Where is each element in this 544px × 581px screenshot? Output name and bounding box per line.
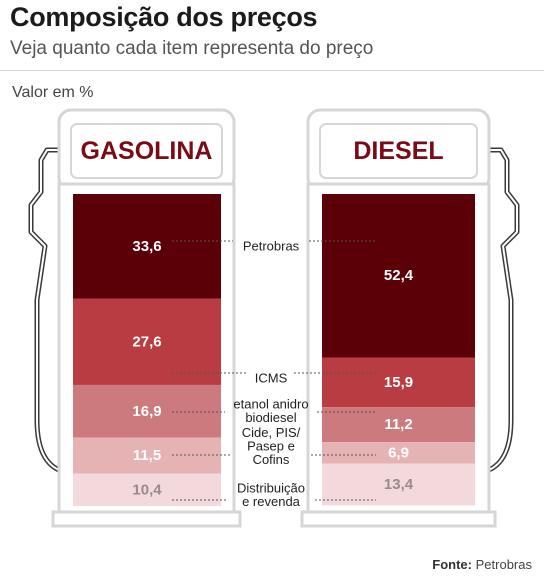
data-label-gasolina-4: 11,5	[133, 447, 161, 464]
bar-segment-diesel-1	[322, 194, 475, 358]
data-label-diesel-5: 13,4	[384, 476, 414, 493]
unit-label: Valor em %	[12, 84, 94, 101]
data-label-diesel-2: 15,9	[384, 374, 413, 391]
data-label-gasolina-3: 16,9	[132, 403, 161, 420]
category-label-1: Petrobras	[243, 238, 300, 253]
title-divider	[0, 70, 544, 71]
data-label-diesel-4: 6,9	[388, 444, 409, 461]
pump-screen	[319, 123, 478, 179]
bar-segment-gasolina-1	[73, 194, 221, 299]
source-note: Fonte: Petrobras	[432, 557, 532, 572]
fuel-nozzle-icon	[28, 147, 62, 473]
bar-segment-gasolina-3	[73, 384, 221, 438]
bar-segment-gasolina-5	[73, 473, 221, 506]
pump-base	[300, 510, 497, 528]
data-label-diesel-1: 52,4	[384, 267, 414, 284]
fuel-nozzle-icon	[486, 147, 520, 473]
category-label-2: ICMS	[255, 370, 288, 385]
data-label-gasolina-2: 27,6	[132, 333, 161, 350]
bar-segment-gasolina-4	[73, 437, 221, 474]
category-label-5: Distribuição e revenda	[237, 481, 305, 510]
chart-title: Composição dos preços	[10, 2, 318, 32]
pump-title-diesel: DIESEL	[353, 137, 443, 165]
category-label-3: etanol anidro biodiesel	[233, 397, 308, 426]
bar-segment-diesel-3	[322, 407, 475, 443]
data-label-diesel-3: 11,2	[384, 416, 412, 433]
source-prefix: Fonte:	[432, 557, 472, 572]
chart-subtitle: Veja quanto cada item representa do preç…	[10, 38, 374, 59]
bar-segment-diesel-5	[322, 463, 475, 506]
pump-title-gasolina: GASOLINA	[81, 137, 213, 165]
category-label-4: Cide, PIS/Pasep e Cofins	[242, 425, 301, 467]
pump-base	[51, 510, 242, 528]
bar-segment-diesel-4	[322, 442, 475, 464]
data-label-gasolina-5: 10,4	[132, 481, 162, 498]
source-name: Petrobras	[475, 557, 532, 572]
bar-segment-gasolina-2	[73, 298, 221, 385]
pump-screen	[70, 123, 223, 179]
bar-segment-diesel-2	[322, 357, 475, 408]
data-label-gasolina-1: 33,6	[132, 238, 161, 255]
